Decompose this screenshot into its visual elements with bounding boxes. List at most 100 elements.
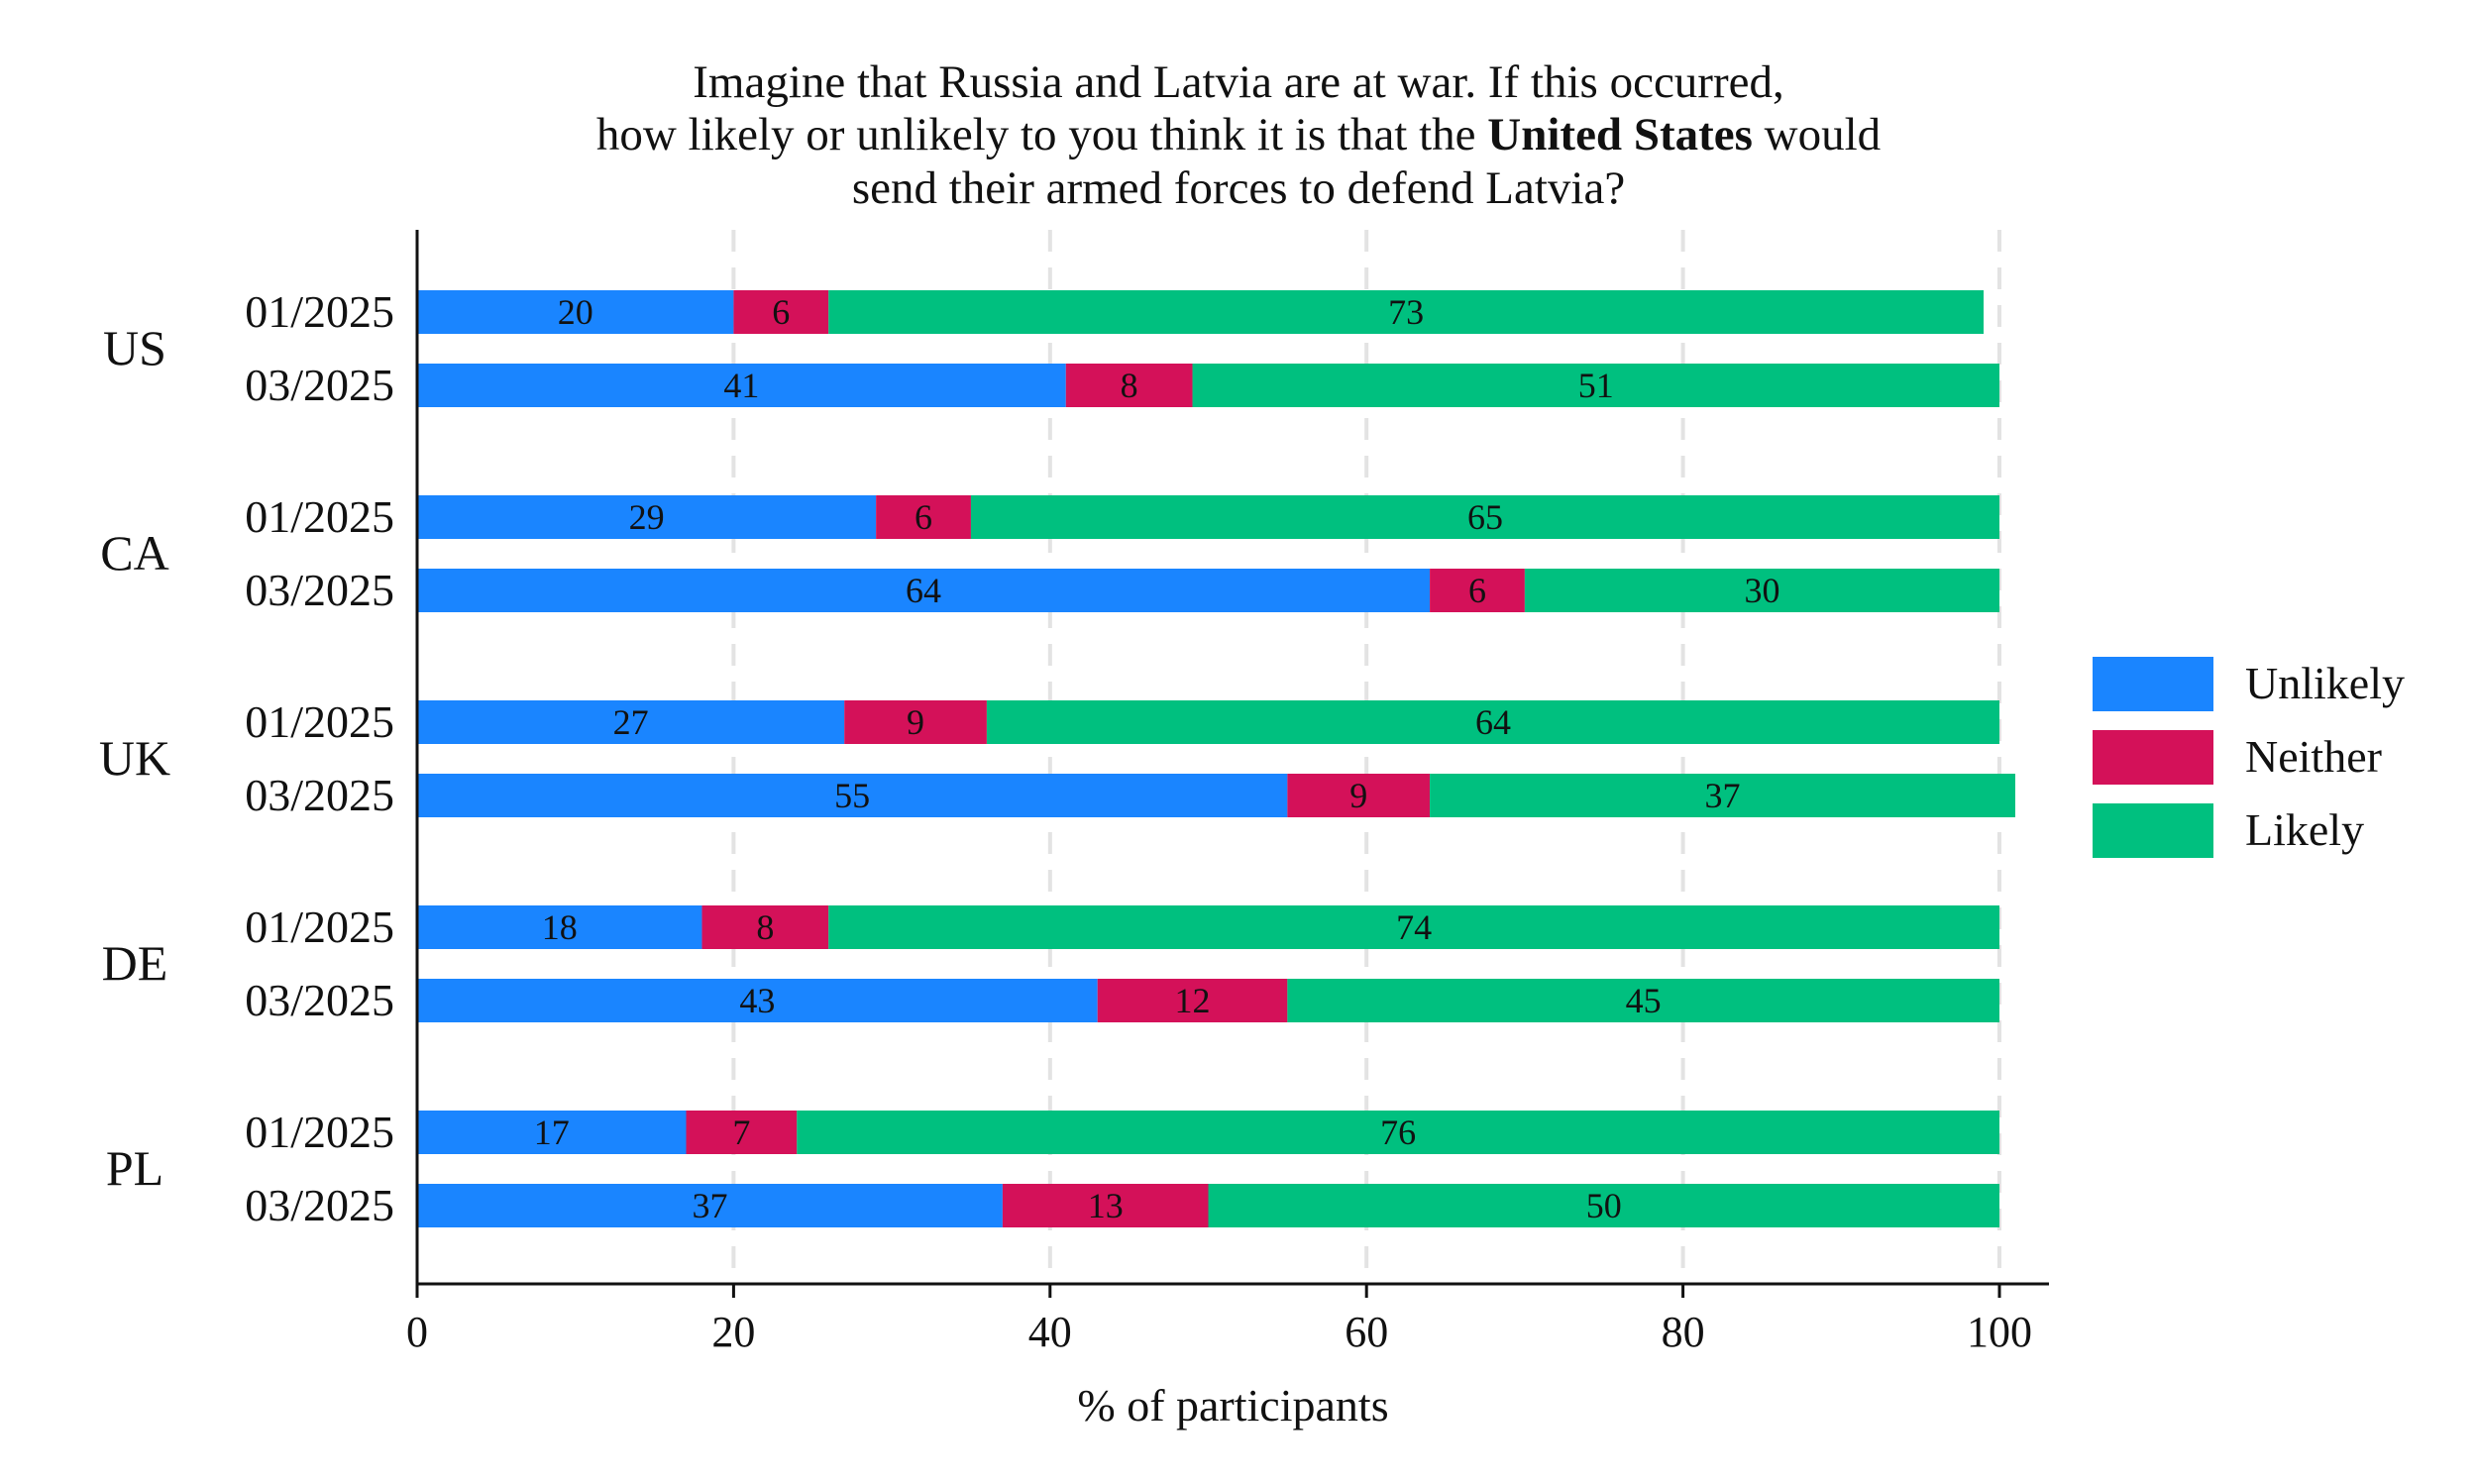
bar-segment-unlikely (417, 290, 734, 334)
group-label: PL (106, 1140, 163, 1196)
data-label: 12 (1175, 981, 1211, 1020)
data-label: 17 (534, 1113, 570, 1152)
data-label: 6 (772, 292, 790, 332)
legend-label: Neither (2245, 731, 2382, 782)
data-label: 51 (1578, 366, 1614, 405)
bar-segment-likely (986, 700, 1999, 744)
bar-segment-likely (797, 1111, 1999, 1154)
chart-title-text: send their armed forces to defend Latvia… (852, 162, 1625, 214)
data-label: 43 (739, 981, 775, 1020)
data-label: 6 (915, 497, 932, 537)
bar-segment-unlikely (417, 1111, 687, 1154)
row-label: 03/2025 (245, 770, 394, 820)
data-label: 73 (1388, 292, 1424, 332)
bar-segment-neither (876, 495, 971, 539)
row-label: 01/2025 (245, 696, 394, 747)
bar-segment-neither (701, 905, 829, 949)
x-tick-label: 20 (711, 1308, 755, 1356)
legend-label: Likely (2245, 804, 2364, 855)
legend-swatch (2093, 730, 2213, 785)
legend-item-neither: Neither (2093, 730, 2382, 785)
axes: 0 20 40 60 80 100 % of participants (406, 230, 2049, 1431)
group-label: CA (100, 525, 168, 581)
data-label: 74 (1396, 907, 1432, 947)
bar-segment-likely (1524, 569, 1999, 612)
bar-segment-likely (1208, 1184, 1999, 1227)
chart-title-line: how likely or unlikely to you think it i… (596, 109, 1881, 160)
data-label: 64 (906, 571, 941, 610)
bar-segment-neither (1065, 364, 1193, 407)
bar-segment-neither (1430, 569, 1525, 612)
data-label: 8 (756, 907, 774, 947)
chart-title-emphasis: United States (1487, 109, 1753, 160)
chart-title-text: how likely or unlikely to you think it i… (596, 109, 1487, 160)
data-label: 45 (1626, 981, 1662, 1020)
bar-group-de: 18 8 74 01/2025 43 12 45 03/2025 DE (102, 901, 1999, 1025)
x-tick-label: 80 (1662, 1308, 1705, 1356)
row-label: 03/2025 (245, 1180, 394, 1230)
x-tick-label: 40 (1028, 1308, 1072, 1356)
row-label: 01/2025 (245, 286, 394, 337)
group-label: UK (99, 730, 170, 786)
row-label: 01/2025 (245, 491, 394, 542)
legend-swatch (2093, 803, 2213, 858)
chart-title: Imagine that Russia and Latvia are at wa… (596, 56, 1881, 214)
grid-lines (731, 230, 2001, 1284)
data-label: 9 (1349, 776, 1367, 815)
bar-segment-unlikely (417, 700, 845, 744)
data-label: 37 (1705, 776, 1741, 815)
data-label: 64 (1475, 702, 1511, 742)
x-tick-label: 60 (1345, 1308, 1388, 1356)
data-label: 18 (542, 907, 578, 947)
data-label: 13 (1088, 1186, 1124, 1225)
bar-segment-neither (1287, 774, 1431, 817)
bar-segment-likely (1287, 979, 1999, 1022)
bar-segment-neither (733, 290, 829, 334)
data-label: 41 (723, 366, 759, 405)
data-label: 29 (629, 497, 665, 537)
chart-title-line: Imagine that Russia and Latvia are at wa… (693, 56, 1783, 108)
bar-segment-unlikely (417, 495, 877, 539)
x-tick-label: 0 (406, 1308, 428, 1356)
row-label: 03/2025 (245, 565, 394, 615)
data-label: 6 (1468, 571, 1486, 610)
bar-group-pl: 17 7 76 01/2025 37 13 50 03/2025 PL (106, 1107, 1999, 1230)
bar-segment-neither (1097, 979, 1288, 1022)
bar-segment-unlikely (417, 569, 1431, 612)
row-label: 03/2025 (245, 360, 394, 410)
group-label: DE (102, 935, 168, 991)
bar-segment-unlikely (417, 774, 1288, 817)
data-label: 37 (692, 1186, 727, 1225)
bar-group-uk: 27 9 64 01/2025 55 9 37 03/2025 UK (99, 696, 2015, 820)
bar-segment-unlikely (417, 364, 1066, 407)
bar-segment-unlikely (417, 1184, 1003, 1227)
bar-segment-likely (1430, 774, 2015, 817)
bar-segment-likely (828, 905, 1999, 949)
x-tick-label: 100 (1967, 1308, 2032, 1356)
bar-group-ca: 29 6 65 01/2025 64 6 30 03/2025 CA (100, 491, 2000, 615)
bar-segment-unlikely (417, 905, 702, 949)
legend-swatch (2093, 657, 2213, 711)
bar-segment-neither (686, 1111, 798, 1154)
legend-label: Unlikely (2245, 658, 2405, 708)
data-label: 76 (1380, 1113, 1416, 1152)
bar-segment-unlikely (417, 979, 1098, 1022)
data-label: 50 (1586, 1186, 1622, 1225)
bar-segment-likely (1192, 364, 1999, 407)
x-axis-label: % of participants (1077, 1380, 1388, 1431)
bar-segment-likely (828, 290, 1985, 334)
data-label: 9 (907, 702, 924, 742)
bar-segment-neither (1002, 1184, 1209, 1227)
bar-segment-neither (844, 700, 987, 744)
legend-item-likely: Likely (2093, 803, 2364, 858)
chart-title-text: Imagine that Russia and Latvia are at wa… (693, 56, 1783, 108)
row-label: 01/2025 (245, 901, 394, 952)
bar-segment-likely (970, 495, 2000, 539)
data-label: 20 (558, 292, 593, 332)
chart-title-text: would (1753, 109, 1881, 160)
data-label: 55 (834, 776, 870, 815)
data-label: 27 (613, 702, 649, 742)
data-label: 30 (1744, 571, 1779, 610)
